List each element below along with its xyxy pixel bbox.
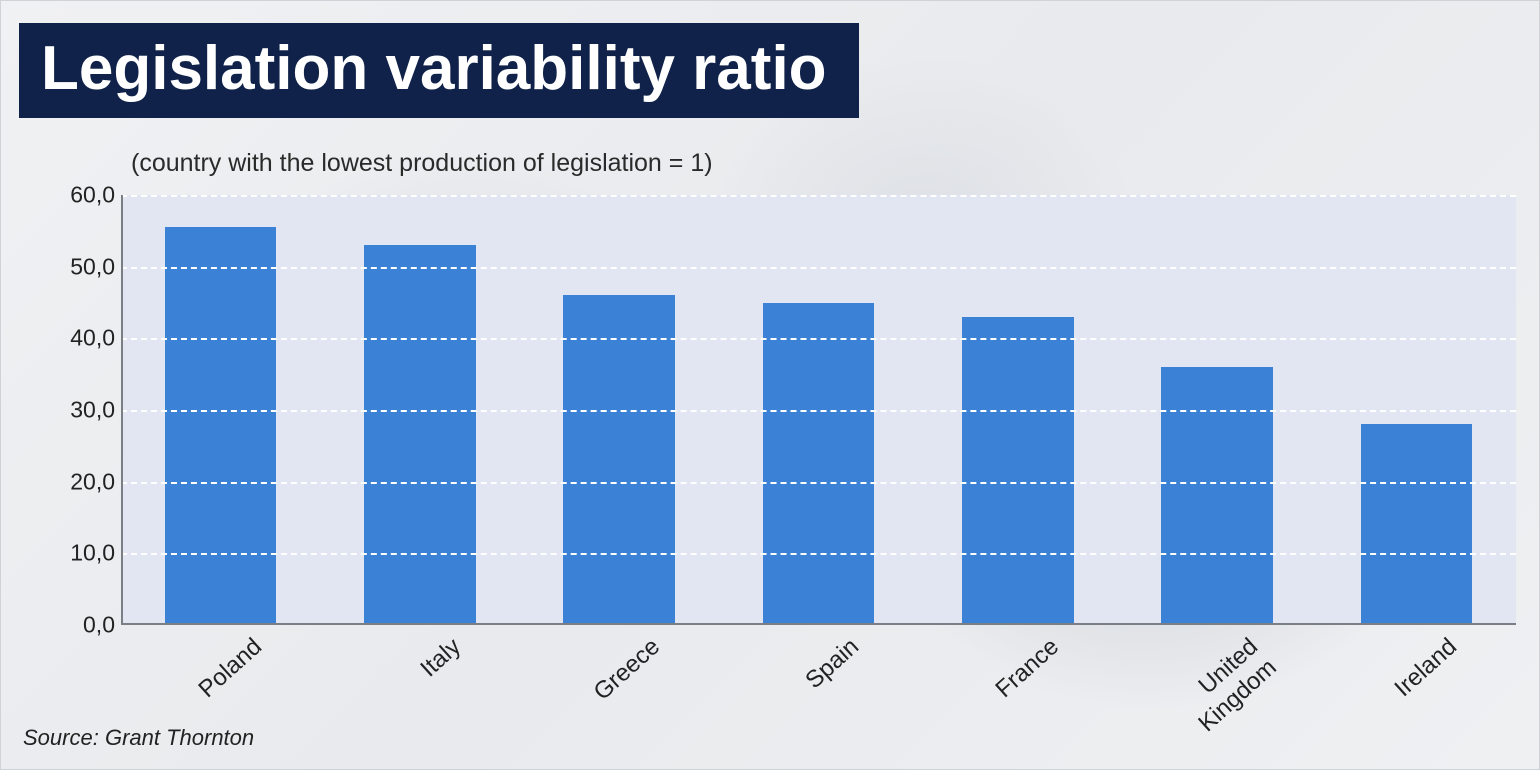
bar <box>763 303 875 626</box>
gridline <box>121 410 1516 412</box>
y-tick-label: 10,0 <box>41 540 115 567</box>
y-tick-label: 50,0 <box>41 253 115 280</box>
x-tick-label: United Kingdom <box>1175 633 1283 738</box>
y-tick-label: 20,0 <box>41 468 115 495</box>
bar <box>1361 424 1473 625</box>
bar <box>1161 367 1273 625</box>
x-tick-label: Ireland <box>1390 633 1463 703</box>
chart-title-text: Legislation variability ratio <box>41 34 827 103</box>
gridline <box>121 482 1516 484</box>
x-tick-label: Poland <box>193 633 267 704</box>
chart-title: Legislation variability ratio <box>19 23 859 118</box>
y-tick-label: 30,0 <box>41 397 115 424</box>
bar <box>563 295 675 625</box>
bar <box>962 317 1074 625</box>
plot-area <box>121 195 1516 625</box>
y-tick-label: 40,0 <box>41 325 115 352</box>
y-tick-label: 0,0 <box>41 612 115 639</box>
x-tick-label: France <box>990 633 1064 704</box>
x-labels-container: Poland Italy Greece Spain France United Kingd… <box>121 625 1539 755</box>
gridline <box>121 267 1516 269</box>
chart-area: 0,010,020,030,040,050,060,0 <box>41 195 1516 625</box>
source-value: Grant Thornton <box>105 725 254 750</box>
bar <box>165 227 277 625</box>
y-axis <box>121 195 123 625</box>
x-tick-label: Greece <box>589 633 666 706</box>
source-citation: Source: Grant Thornton <box>23 725 254 751</box>
x-tick-label: Spain <box>801 633 865 695</box>
bar <box>364 245 476 625</box>
gridline <box>121 553 1516 555</box>
chart-subtitle-text: (country with the lowest production of l… <box>131 149 713 177</box>
x-tick-label: Italy <box>415 633 466 683</box>
gridline <box>121 338 1516 340</box>
source-label: Source: <box>23 725 99 750</box>
gridline <box>121 195 1516 197</box>
y-tick-label: 60,0 <box>41 182 115 209</box>
chart-subtitle: (country with the lowest production of l… <box>131 149 713 178</box>
